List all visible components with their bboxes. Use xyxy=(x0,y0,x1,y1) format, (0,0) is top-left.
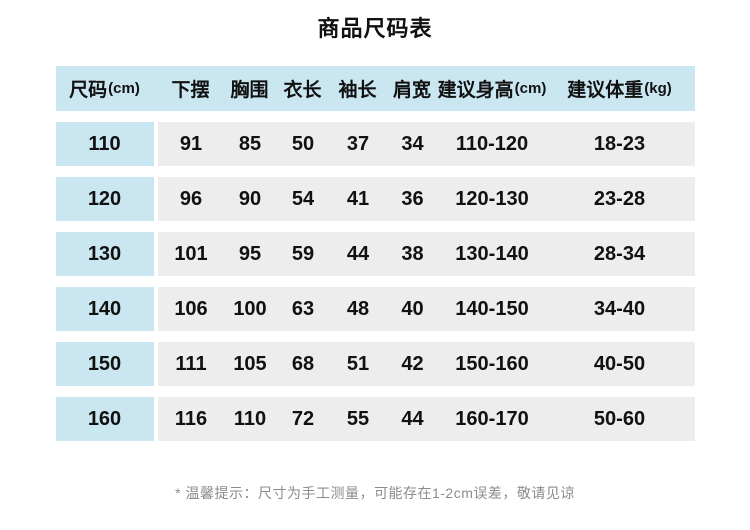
cell-hem: 96 xyxy=(157,177,225,221)
cell-size: 140 xyxy=(55,287,154,331)
cell-size: 120 xyxy=(55,177,154,221)
cell-shoulder: 42 xyxy=(385,342,440,386)
table-body: 110 91 85 50 37 34 110-120 18-23 120 96 … xyxy=(55,122,695,441)
table-row: 110 91 85 50 37 34 110-120 18-23 xyxy=(55,122,695,166)
cell-weight: 34-40 xyxy=(544,287,695,331)
cell-weight: 18-23 xyxy=(544,122,695,166)
cell-shoulder: 36 xyxy=(385,177,440,221)
cell-length: 68 xyxy=(275,342,331,386)
page-title: 商品尺码表 xyxy=(317,16,433,41)
header-unit: (cm) xyxy=(514,80,547,97)
cell-chest: 95 xyxy=(224,232,276,276)
size-chart-table: 尺码 (cm) 下摆 胸围 衣长 袖长 肩宽 建议身高 (cm) 建议体重 (kg) … xyxy=(55,66,695,441)
header-unit: (kg) xyxy=(644,80,672,97)
cell-chest: 90 xyxy=(224,177,276,221)
cell-weight: 50-60 xyxy=(544,397,695,441)
cell-chest: 105 xyxy=(224,342,276,386)
cell-chest: 100 xyxy=(224,287,276,331)
footnote: * 温馨提示：尺寸为手工测量，可能存在1-2cm误差，敬请见谅 xyxy=(175,485,575,501)
header-cell-sleeve: 袖长 xyxy=(331,66,386,111)
cell-hem: 106 xyxy=(157,287,225,331)
table-row: 150 111 105 68 51 42 150-160 40-50 xyxy=(55,342,695,386)
header-label: 尺码 xyxy=(69,80,108,101)
header-cell-shoulder: 肩宽 xyxy=(386,66,440,111)
cell-hem: 91 xyxy=(157,122,225,166)
cell-length: 54 xyxy=(275,177,331,221)
table-row: 160 116 110 72 55 44 160-170 50-60 xyxy=(55,397,695,441)
cell-height: 150-160 xyxy=(439,342,545,386)
cell-shoulder: 34 xyxy=(385,122,440,166)
header-cell-length: 衣长 xyxy=(276,66,331,111)
header-cell-weight: 建议体重 (kg) xyxy=(545,66,695,111)
cell-length: 59 xyxy=(275,232,331,276)
cell-length: 72 xyxy=(275,397,331,441)
header-cell-size: 尺码 (cm) xyxy=(56,66,154,111)
header-label: 建议身高 xyxy=(437,80,514,101)
cell-sleeve: 55 xyxy=(330,397,386,441)
cell-height: 130-140 xyxy=(439,232,545,276)
table-header-row: 尺码 (cm) 下摆 胸围 衣长 袖长 肩宽 建议身高 (cm) 建议体重 (kg) xyxy=(55,66,695,111)
cell-height: 120-130 xyxy=(439,177,545,221)
cell-size: 130 xyxy=(55,232,154,276)
cell-weight: 40-50 xyxy=(544,342,695,386)
cell-length: 63 xyxy=(275,287,331,331)
cell-size: 160 xyxy=(55,397,154,441)
cell-sleeve: 48 xyxy=(330,287,386,331)
cell-height: 160-170 xyxy=(439,397,545,441)
cell-weight: 28-34 xyxy=(544,232,695,276)
header-label: 衣长 xyxy=(283,80,322,101)
cell-shoulder: 40 xyxy=(385,287,440,331)
cell-height: 140-150 xyxy=(439,287,545,331)
header-label: 肩宽 xyxy=(392,80,431,101)
cell-length: 50 xyxy=(275,122,331,166)
header-label: 胸围 xyxy=(230,80,269,101)
header-label: 袖长 xyxy=(338,80,377,101)
cell-chest: 85 xyxy=(224,122,276,166)
header-label: 下摆 xyxy=(171,80,210,101)
header-cell-hem: 下摆 xyxy=(158,66,225,111)
cell-size: 110 xyxy=(55,122,154,166)
header-unit: (cm) xyxy=(108,80,140,97)
table-row: 140 106 100 63 48 40 140-150 34-40 xyxy=(55,287,695,331)
header-label: 建议体重 xyxy=(567,80,644,101)
cell-hem: 111 xyxy=(157,342,225,386)
cell-sleeve: 44 xyxy=(330,232,386,276)
cell-chest: 110 xyxy=(224,397,276,441)
cell-hem: 101 xyxy=(157,232,225,276)
header-cell-height: 建议身高 (cm) xyxy=(437,66,547,111)
table-row: 120 96 90 54 41 36 120-130 23-28 xyxy=(55,177,695,221)
cell-sleeve: 37 xyxy=(330,122,386,166)
cell-weight: 23-28 xyxy=(544,177,695,221)
cell-hem: 116 xyxy=(157,397,225,441)
cell-sleeve: 51 xyxy=(330,342,386,386)
table-row: 130 101 95 59 44 38 130-140 28-34 xyxy=(55,232,695,276)
cell-shoulder: 38 xyxy=(385,232,440,276)
cell-shoulder: 44 xyxy=(385,397,440,441)
header-cell-chest: 胸围 xyxy=(225,66,276,111)
cell-height: 110-120 xyxy=(439,122,545,166)
cell-sleeve: 41 xyxy=(330,177,386,221)
cell-size: 150 xyxy=(55,342,154,386)
